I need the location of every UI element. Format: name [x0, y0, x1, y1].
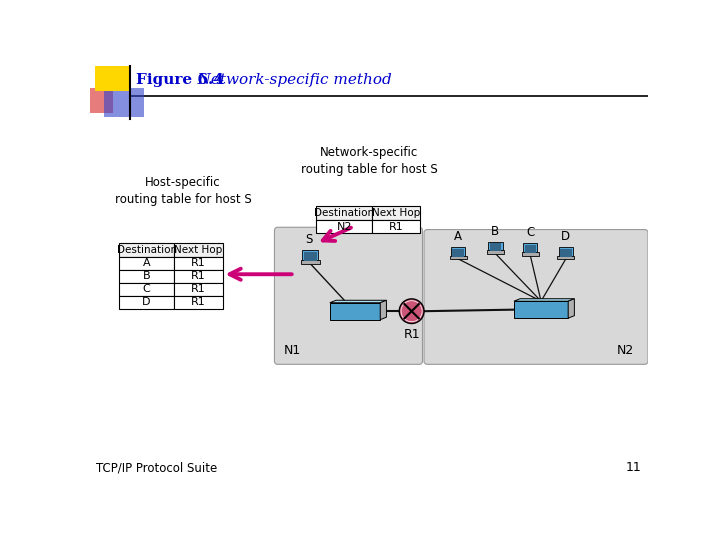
Bar — [316, 206, 372, 220]
Text: N2: N2 — [336, 221, 352, 232]
Text: 11: 11 — [626, 462, 642, 475]
Text: A: A — [454, 230, 462, 243]
Text: Destination: Destination — [117, 245, 176, 255]
Text: D: D — [143, 298, 150, 307]
Bar — [559, 247, 573, 258]
Text: R1: R1 — [191, 258, 206, 268]
Bar — [300, 260, 320, 264]
Circle shape — [399, 299, 424, 323]
Text: TCP/IP Protocol Suite: TCP/IP Protocol Suite — [96, 462, 217, 475]
Polygon shape — [568, 299, 575, 318]
Text: N1: N1 — [284, 343, 301, 356]
Bar — [523, 243, 537, 254]
Bar — [521, 252, 539, 255]
Bar — [119, 269, 174, 283]
Text: S: S — [305, 233, 312, 246]
Bar — [174, 269, 222, 283]
Bar — [560, 248, 572, 256]
Bar — [119, 244, 174, 256]
Bar — [316, 220, 372, 233]
Bar — [451, 247, 465, 258]
Text: B: B — [143, 271, 150, 281]
Text: R1: R1 — [191, 271, 206, 281]
Bar — [174, 283, 222, 296]
Text: C: C — [143, 284, 150, 294]
Text: R1: R1 — [389, 221, 403, 232]
Bar — [557, 256, 575, 260]
Polygon shape — [380, 300, 387, 320]
Bar — [174, 256, 222, 269]
Bar — [119, 296, 174, 309]
Circle shape — [401, 301, 422, 322]
Bar — [372, 220, 420, 233]
Text: Network-specific
routing table for host S: Network-specific routing table for host … — [301, 146, 437, 176]
Bar — [302, 251, 318, 263]
Text: B: B — [491, 225, 500, 238]
Polygon shape — [330, 300, 387, 303]
FancyBboxPatch shape — [424, 230, 648, 364]
Bar — [174, 244, 222, 256]
Bar — [94, 66, 129, 91]
Text: Next Hop: Next Hop — [174, 245, 222, 255]
Bar — [372, 206, 420, 220]
Bar — [119, 256, 174, 269]
Bar — [330, 303, 380, 320]
Text: N2: N2 — [617, 343, 634, 356]
Text: Host-specific
routing table for host S: Host-specific routing table for host S — [114, 177, 251, 206]
Bar — [524, 245, 536, 253]
Text: Next Hop: Next Hop — [372, 208, 420, 218]
Bar — [90, 88, 113, 112]
Polygon shape — [514, 299, 575, 301]
Text: D: D — [562, 230, 570, 243]
Text: A: A — [143, 258, 150, 268]
Bar — [449, 256, 467, 260]
Bar — [490, 243, 501, 251]
Text: Destination: Destination — [314, 208, 374, 218]
Bar — [104, 88, 144, 117]
Text: R1: R1 — [191, 284, 206, 294]
Text: Figure 6.4: Figure 6.4 — [137, 73, 225, 87]
Bar — [487, 251, 504, 254]
Bar — [304, 252, 317, 261]
Text: R1: R1 — [191, 298, 206, 307]
Bar — [488, 242, 503, 253]
Text: R1: R1 — [403, 328, 420, 341]
Bar — [514, 301, 568, 318]
Bar — [452, 248, 464, 256]
Bar — [174, 296, 222, 309]
Bar — [119, 283, 174, 296]
FancyBboxPatch shape — [274, 227, 423, 364]
Text: C: C — [526, 226, 534, 239]
Text: Network-specific method: Network-specific method — [178, 73, 392, 87]
